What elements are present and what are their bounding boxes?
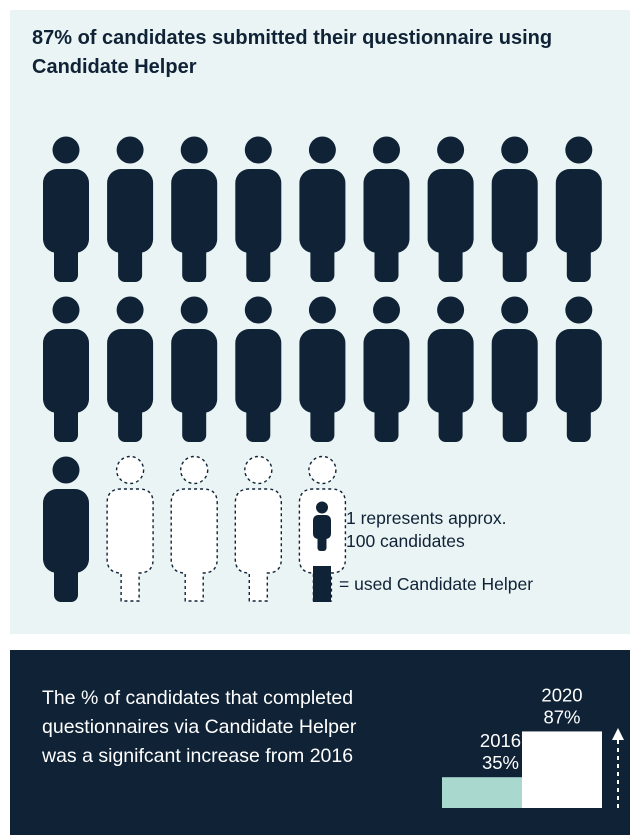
page-title: 87% of candidates submitted their questi…: [32, 27, 553, 78]
person-icon-filled: [427, 136, 474, 282]
person-icon-filled: [171, 296, 218, 442]
legend-filled-swatch: [313, 566, 331, 602]
bar-2016: [442, 777, 523, 808]
person-icon-filled: [427, 296, 474, 442]
person-icon-filled: [491, 136, 538, 282]
bar-value-label: 87%: [543, 706, 580, 727]
person-icon-outline: [106, 455, 154, 602]
person-icon-outline: [170, 455, 218, 602]
bar-year-label: 2016: [480, 730, 521, 751]
bar-2020: [522, 731, 602, 808]
person-icon-filled: [107, 136, 154, 282]
summary-statement: The % of candidates that completed quest…: [42, 687, 357, 767]
person-icon-filled: [555, 296, 602, 442]
legend-person-icon: [313, 501, 331, 551]
person-icon-filled: [43, 136, 89, 282]
person-icon-filled: [235, 136, 282, 282]
person-icon-filled: [363, 136, 410, 282]
legend-unit-line1: 1 represents approx.: [346, 508, 507, 528]
bar-value-label: 35%: [482, 752, 519, 773]
person-icon-filled: [107, 296, 154, 442]
person-icon-filled: [171, 136, 218, 282]
person-icon-filled: [555, 136, 602, 282]
person-icon-filled: [299, 296, 346, 442]
legend-unit-line2: 100 candidates: [346, 531, 465, 551]
person-icon-filled: [363, 296, 410, 442]
increase-arrow-icon: [612, 728, 624, 808]
person-icon-filled: [43, 456, 89, 602]
bar-year-label: 2020: [541, 684, 582, 705]
pictogram: [43, 136, 602, 602]
person-icon-filled: [235, 296, 282, 442]
legend-filled-label: = used Candidate Helper: [339, 574, 534, 594]
person-icon-filled: [491, 296, 538, 442]
person-icon-outline: [234, 455, 282, 602]
person-icon-filled: [299, 136, 346, 282]
person-icon-filled: [43, 296, 89, 442]
